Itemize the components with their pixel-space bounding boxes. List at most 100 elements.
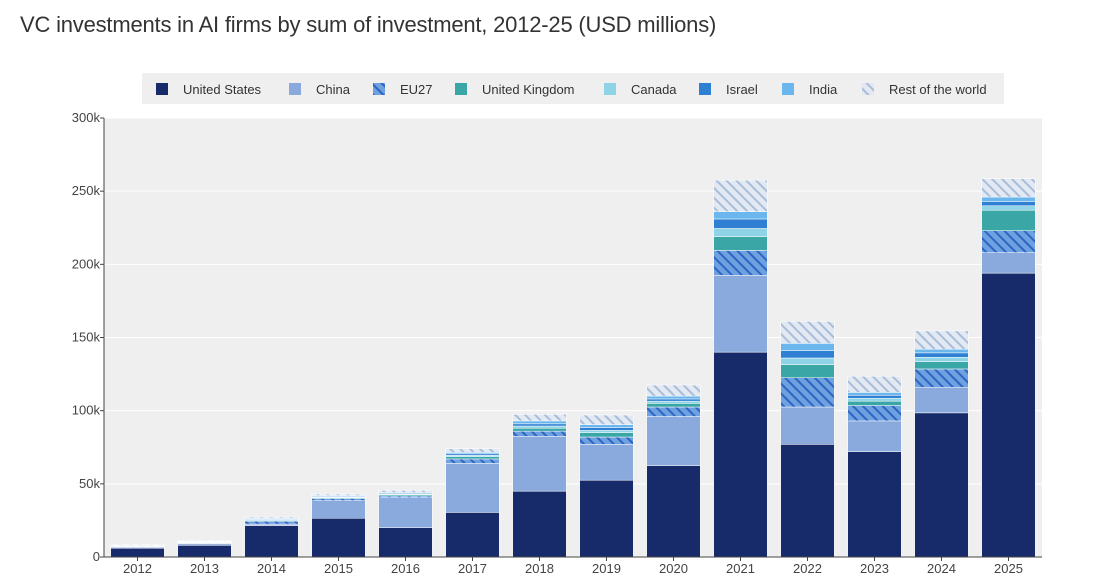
bar-segment-rest-of-the-world-2017[interactable] — [445, 448, 500, 453]
legend-swatch — [782, 83, 794, 95]
bar-segment-united-states-2016[interactable] — [378, 527, 433, 558]
legend-item-israel[interactable]: Israel — [699, 82, 758, 97]
bar-segment-united-kingdom-2020[interactable] — [646, 403, 701, 408]
legend-item-rest-of-the-world[interactable]: Rest of the world — [862, 82, 987, 97]
bar-segment-eu27-2024[interactable] — [914, 368, 969, 388]
legend-item-eu27[interactable]: EU27 — [373, 82, 433, 97]
bar-segment-united-states-2014[interactable] — [244, 525, 299, 558]
bar-segment-united-states-2019[interactable] — [579, 479, 634, 558]
x-axis-ticks: 2012 2013 2014 2015 2016 2017 2018 2019 2020 2021… — [123, 557, 1023, 576]
bar-segment-rest-of-the-world-2024[interactable] — [914, 330, 969, 350]
bar-segment-china-2022[interactable] — [780, 406, 835, 445]
bar-segment-china-2015[interactable] — [311, 500, 366, 519]
bar-stack-2016 — [378, 490, 433, 558]
bar-segment-israel-2019[interactable] — [579, 427, 634, 431]
bar-segment-eu27-2019[interactable] — [579, 436, 634, 445]
bar-segment-canada-2021[interactable] — [713, 228, 768, 237]
bar-segment-canada-2020[interactable] — [646, 400, 701, 404]
bar-segment-india-2024[interactable] — [914, 348, 969, 354]
bar-segment-rest-of-the-world-2020[interactable] — [646, 384, 701, 397]
bar-segment-israel-2018[interactable] — [512, 423, 567, 427]
bar-segment-eu27-2014[interactable] — [244, 520, 299, 525]
bar-segment-rest-of-the-world-2025[interactable] — [981, 178, 1036, 198]
bar-segment-eu27-2023[interactable] — [847, 405, 902, 422]
bar-segment-eu27-2016[interactable] — [378, 495, 433, 498]
bar-segment-rest-of-the-world-2022[interactable] — [780, 321, 835, 344]
bar-segment-united-kingdom-2024[interactable] — [914, 361, 969, 370]
bar-segment-canada-2018[interactable] — [512, 425, 567, 429]
bar-segment-india-2021[interactable] — [713, 211, 768, 220]
bar-segment-rest-of-the-world-2023[interactable] — [847, 376, 902, 393]
legend-item-china[interactable]: China — [289, 82, 351, 97]
bar-segment-united-states-2018[interactable] — [512, 490, 567, 558]
bar-segment-rest-of-the-world-2021[interactable] — [713, 179, 768, 212]
bar-segment-united-states-2015[interactable] — [311, 517, 366, 558]
bar-segment-eu27-2017[interactable] — [445, 458, 500, 464]
bar-segment-china-2024[interactable] — [914, 387, 969, 414]
bar-segment-india-2023[interactable] — [847, 392, 902, 396]
bar-segment-canada-2025[interactable] — [981, 205, 1036, 211]
legend-item-united-kingdom[interactable]: United Kingdom — [455, 82, 575, 97]
bar-segment-china-2025[interactable] — [981, 252, 1036, 274]
bar-segment-israel-2022[interactable] — [780, 350, 835, 359]
x-tick-label: 2025 — [994, 561, 1023, 576]
bar-segment-israel-2021[interactable] — [713, 218, 768, 229]
bar-segment-united-states-2024[interactable] — [914, 412, 969, 558]
bar-segment-israel-2023[interactable] — [847, 395, 902, 399]
bar-segment-united-states-2021[interactable] — [713, 351, 768, 558]
x-tick-label: 2013 — [190, 561, 219, 576]
bar-segment-india-2018[interactable] — [512, 420, 567, 425]
bar-segment-united-states-2025[interactable] — [981, 272, 1036, 558]
bar-segment-india-2019[interactable] — [579, 424, 634, 428]
bar-segment-united-kingdom-2018[interactable] — [512, 427, 567, 432]
bar-segment-rest-of-the-world-2014[interactable] — [244, 516, 299, 519]
bar-segment-china-2016[interactable] — [378, 497, 433, 528]
bar-segment-eu27-2025[interactable] — [981, 230, 1036, 253]
bar-segment-canada-2023[interactable] — [847, 397, 902, 402]
bar-segment-eu27-2021[interactable] — [713, 250, 768, 276]
bar-segment-rest-of-the-world-2019[interactable] — [579, 414, 634, 425]
y-tick-label: 250k — [72, 183, 101, 198]
bar-segment-eu27-2015[interactable] — [311, 498, 366, 501]
bar-segment-united-kingdom-2019[interactable] — [579, 432, 634, 438]
bar-segment-india-2022[interactable] — [780, 343, 835, 351]
bar-segment-china-2017[interactable] — [445, 463, 500, 513]
legend-label: United Kingdom — [482, 82, 575, 97]
y-tick-label: 50k — [79, 476, 100, 491]
bar-segment-united-states-2017[interactable] — [445, 512, 500, 558]
bar-segment-united-kingdom-2025[interactable] — [981, 209, 1036, 231]
legend-item-canada[interactable]: Canada — [604, 82, 677, 97]
bar-segment-canada-2019[interactable] — [579, 430, 634, 433]
bar-segment-rest-of-the-world-2016[interactable] — [378, 490, 433, 493]
bar-segment-united-kingdom-2023[interactable] — [847, 400, 902, 406]
legend-item-india[interactable]: India — [782, 82, 838, 97]
bar-segment-israel-2024[interactable] — [914, 352, 969, 358]
bar-segment-china-2023[interactable] — [847, 420, 902, 452]
bar-segment-israel-2020[interactable] — [646, 398, 701, 402]
bar-segment-united-states-2023[interactable] — [847, 451, 902, 558]
bar-segment-china-2018[interactable] — [512, 436, 567, 492]
bar-segment-united-states-2020[interactable] — [646, 465, 701, 558]
bar-segment-rest-of-the-world-2013[interactable] — [177, 540, 232, 542]
bar-segment-canada-2024[interactable] — [914, 357, 969, 362]
bar-segment-eu27-2022[interactable] — [780, 377, 835, 408]
bar-segment-rest-of-the-world-2012[interactable] — [110, 544, 165, 546]
bar-segment-united-states-2022[interactable] — [780, 444, 835, 558]
bar-segment-china-2020[interactable] — [646, 416, 701, 466]
bar-segment-china-2021[interactable] — [713, 275, 768, 353]
bar-segment-canada-2022[interactable] — [780, 357, 835, 365]
bar-segment-china-2019[interactable] — [579, 444, 634, 481]
bar-segment-united-kingdom-2022[interactable] — [780, 364, 835, 378]
bar-segment-india-2025[interactable] — [981, 196, 1036, 202]
bar-segment-india-2020[interactable] — [646, 395, 701, 400]
bar-segment-eu27-2020[interactable] — [646, 406, 701, 417]
bar-segment-israel-2025[interactable] — [981, 201, 1036, 207]
bar-segment-united-states-2013[interactable] — [177, 545, 232, 558]
bar-segment-united-states-2012[interactable] — [110, 547, 165, 558]
bar-segment-eu27-2018[interactable] — [512, 430, 567, 437]
legend-item-united-states[interactable]: United States — [156, 82, 262, 97]
bar-segment-united-kingdom-2021[interactable] — [713, 236, 768, 251]
bar-segment-united-kingdom-2017[interactable] — [445, 456, 500, 460]
bar-segment-rest-of-the-world-2015[interactable] — [311, 493, 366, 496]
bar-segment-rest-of-the-world-2018[interactable] — [512, 414, 567, 422]
